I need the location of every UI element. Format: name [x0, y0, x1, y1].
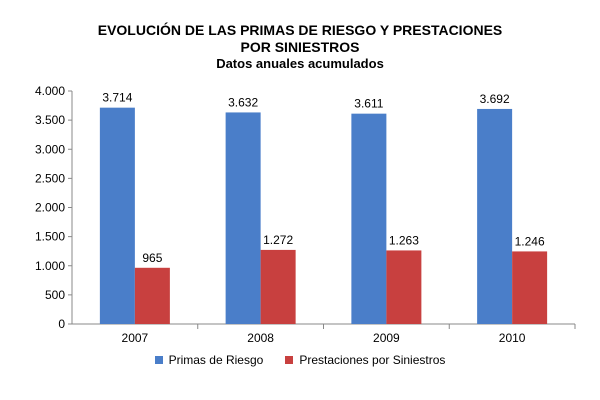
y-tick-label: 1.500	[35, 230, 65, 244]
data-label-prestaciones: 1.272	[263, 233, 293, 247]
chart-subtitle: Datos anuales acumulados	[216, 56, 384, 71]
data-label-prestaciones: 1.246	[515, 234, 545, 248]
legend-label-primas: Primas de Riesgo	[168, 353, 264, 367]
legend-label-prestaciones: Prestaciones por Siniestros	[299, 353, 446, 367]
bar-prestaciones	[260, 249, 296, 324]
y-tick-label: 3.500	[35, 113, 65, 127]
bar-primas	[99, 107, 135, 324]
x-tick-label: 2009	[373, 331, 400, 345]
y-tick-label: 1.000	[35, 259, 65, 273]
legend-swatch-prestaciones	[285, 356, 294, 364]
bar-primas	[477, 108, 513, 324]
y-tick-label: 2.000	[35, 201, 65, 215]
x-tick-label: 2010	[499, 331, 526, 345]
data-label-primas: 3.692	[480, 92, 510, 106]
legend: Primas de Riesgo Prestaciones por Sinies…	[0, 353, 600, 367]
bar-prestaciones	[134, 267, 170, 324]
data-label-primas: 3.632	[228, 95, 258, 109]
x-tick-label: 2008	[247, 331, 274, 345]
bar-primas	[225, 112, 261, 324]
bar-primas	[351, 113, 387, 325]
y-tick-label: 4.000	[35, 84, 65, 98]
y-tick-label: 2.500	[35, 171, 65, 185]
y-tick-label: 3.000	[35, 142, 65, 156]
bar-prestaciones	[386, 250, 422, 324]
data-label-prestaciones: 1.263	[389, 233, 419, 247]
chart-title: EVOLUCIÓN DE LAS PRIMAS DE RIESGO Y PRES…	[0, 22, 600, 72]
legend-swatch-primas	[154, 356, 163, 364]
data-label-prestaciones: 965	[142, 251, 162, 265]
chart-title-line-2: POR SINIESTROS	[240, 39, 360, 55]
data-label-primas: 3.611	[354, 97, 383, 111]
bar-prestaciones	[512, 251, 548, 324]
y-tick-label: 0	[58, 317, 65, 331]
data-label-primas: 3.714	[102, 91, 132, 105]
x-tick-label: 2007	[122, 331, 149, 345]
chart-title-line-1: EVOLUCIÓN DE LAS PRIMAS DE RIESGO Y PRES…	[97, 22, 503, 38]
y-tick-label: 500	[45, 288, 65, 302]
legend-item-prestaciones: Prestaciones por Siniestros	[285, 353, 445, 367]
legend-item-primas: Primas de Riesgo	[154, 353, 264, 367]
